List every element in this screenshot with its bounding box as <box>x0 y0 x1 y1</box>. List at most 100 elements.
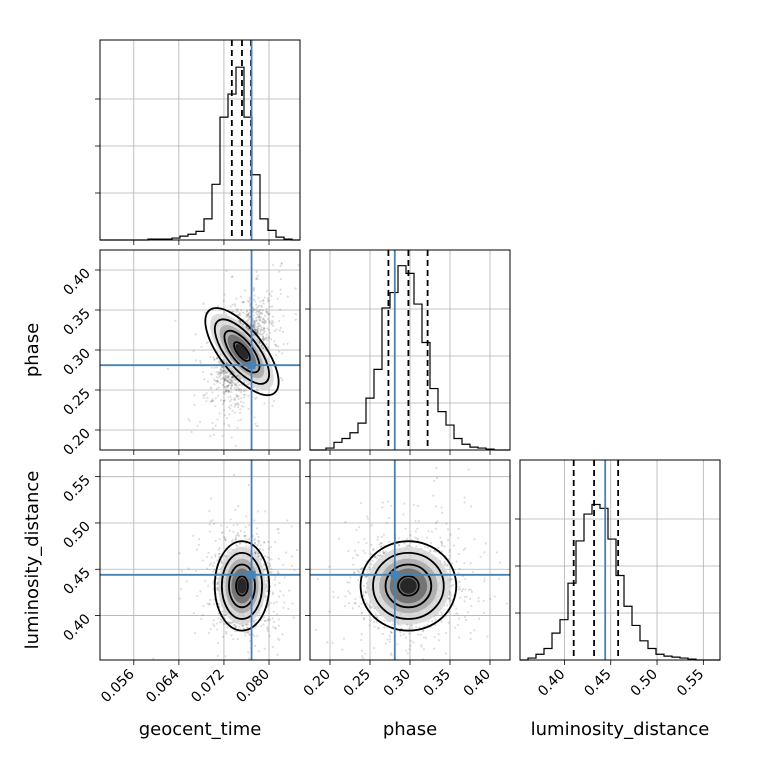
sample-point <box>261 335 265 338</box>
sample-point <box>381 632 384 635</box>
sample-point <box>274 576 277 579</box>
sample-point <box>263 319 267 323</box>
sample-point <box>193 403 196 407</box>
sample-point <box>211 427 215 430</box>
sample-point <box>265 339 269 342</box>
sample-point <box>240 404 243 408</box>
sample-point <box>225 375 228 378</box>
sample-point <box>259 544 262 547</box>
sample-point <box>238 313 241 316</box>
sample-point <box>253 549 256 552</box>
sample-point <box>370 524 373 527</box>
sample-point <box>263 541 266 544</box>
sample-point <box>225 388 228 391</box>
sample-point <box>246 300 249 303</box>
sample-point <box>239 418 243 421</box>
sample-point <box>269 545 272 549</box>
sample-point <box>372 547 375 551</box>
sample-point <box>236 402 239 406</box>
sample-point <box>216 305 220 308</box>
sample-point <box>252 620 255 623</box>
sample-point <box>414 530 417 533</box>
sample-point <box>366 603 369 606</box>
sample-point <box>257 535 260 539</box>
hist-panel-phase <box>305 249 511 451</box>
sample-point <box>208 509 211 513</box>
sample-point <box>271 305 274 308</box>
sample-point <box>233 303 236 306</box>
sample-point <box>252 619 255 623</box>
sample-point <box>213 357 216 361</box>
sample-point <box>267 547 270 550</box>
sample-point <box>226 384 230 387</box>
sample-point <box>445 631 448 635</box>
sample-point <box>373 647 376 650</box>
sample-point <box>440 544 444 547</box>
sample-point <box>285 551 288 554</box>
sample-point <box>429 548 432 552</box>
sample-point <box>227 383 230 387</box>
sample-point <box>281 379 284 382</box>
sample-point <box>262 326 266 330</box>
sample-point <box>235 310 238 313</box>
sample-point <box>219 368 223 371</box>
sample-point <box>253 542 256 545</box>
sample-point <box>264 321 267 325</box>
sample-point <box>273 340 276 343</box>
sample-point <box>275 600 278 604</box>
sample-point <box>194 333 197 336</box>
sample-point <box>265 310 269 314</box>
sample-point <box>224 539 227 542</box>
sample-point <box>443 545 446 548</box>
sample-point <box>443 564 447 567</box>
sample-point <box>216 381 219 384</box>
sample-point <box>247 327 250 330</box>
sample-point <box>231 409 234 412</box>
sample-point <box>210 556 213 559</box>
sample-point <box>256 330 260 333</box>
sample-point <box>269 571 272 574</box>
sample-point <box>210 400 213 403</box>
sample-point <box>336 596 340 599</box>
sample-point <box>259 330 262 334</box>
sample-point <box>278 270 281 273</box>
sample-point <box>388 516 391 520</box>
sample-point <box>379 554 382 557</box>
sample-point <box>261 321 264 324</box>
sample-point <box>259 333 262 336</box>
sample-point <box>218 412 221 415</box>
sample-point <box>201 394 205 397</box>
sample-point <box>232 530 235 533</box>
sample-point <box>216 582 219 586</box>
sample-point <box>240 389 243 392</box>
sample-point <box>230 379 233 382</box>
sample-point <box>218 555 221 558</box>
sample-point <box>219 399 222 402</box>
sample-point <box>216 559 219 562</box>
sample-point <box>362 657 365 660</box>
sample-point <box>247 484 250 487</box>
sample-point <box>237 403 240 407</box>
sample-point <box>216 418 219 421</box>
sample-point <box>230 634 233 637</box>
sample-point <box>376 616 379 619</box>
sample-point <box>419 633 422 636</box>
sample-point <box>210 373 213 376</box>
sample-point <box>253 644 257 648</box>
sample-point <box>226 380 230 383</box>
sample-point <box>462 548 465 552</box>
sample-point <box>223 408 226 412</box>
sample-point <box>230 384 233 387</box>
sample-point <box>268 312 271 315</box>
sample-point <box>464 578 467 581</box>
sample-point <box>263 338 266 341</box>
sample-point <box>229 379 232 382</box>
sample-point <box>238 319 241 322</box>
sample-point <box>223 376 227 379</box>
sample-point <box>245 626 249 629</box>
sample-point <box>224 630 228 633</box>
sample-point <box>239 529 242 532</box>
sample-point <box>233 384 237 387</box>
sample-point <box>441 542 444 545</box>
sample-point <box>236 533 239 536</box>
